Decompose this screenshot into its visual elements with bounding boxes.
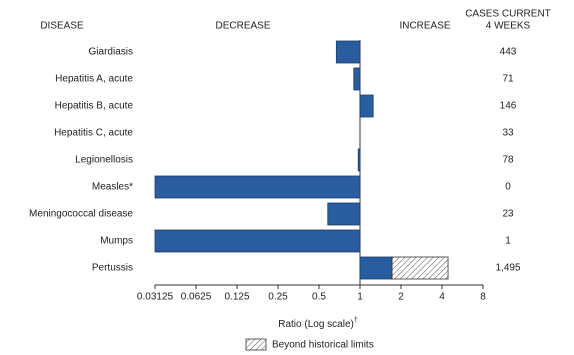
cases-value: 1,495 [495,263,520,274]
bar [359,256,393,280]
bar [353,67,361,91]
category-label: Meningococcal disease [29,209,133,220]
header-increase: INCREASE [399,21,450,32]
category-label: Measles* [92,182,133,193]
category-label: Hepatitis C, acute [54,128,133,139]
category-label: Hepatitis A, acute [55,74,133,85]
cases-value: 146 [500,101,517,112]
x-tick-label: 0.03125 [137,292,174,303]
bar [154,229,361,253]
header-cases: CASES CURRENT [465,9,551,20]
cases-value: 71 [502,74,514,85]
x-tick-label: 8 [480,292,486,303]
category-label: Mumps [100,236,133,247]
bar [335,40,361,64]
x-tick-label: 1 [357,292,363,303]
cases-value: 23 [502,209,514,220]
header-decrease: DECREASE [215,21,270,32]
cases-value: 33 [502,128,514,139]
cases-value: 1 [505,236,511,247]
bar-beyond-limits [391,256,449,280]
bar [357,148,361,172]
x-tick-label: 0.125 [224,292,249,303]
x-tick-label: 0.25 [268,292,288,303]
x-axis-label: Ratio (Log scale)† [278,317,358,330]
x-tick-label: 0.5 [312,292,326,303]
x-axis-label-text: Ratio (Log scale) [278,319,354,330]
category-label: Giardiasis [89,47,133,58]
header-cases: 4 WEEKS [486,21,531,32]
bar [154,175,361,199]
legend-swatch [245,338,267,351]
cases-value: 78 [502,155,514,166]
category-label: Hepatitis B, acute [55,101,134,112]
cases-value: 443 [500,47,517,58]
cases-value: 0 [505,182,511,193]
x-tick-label: 4 [439,292,445,303]
x-axis-label-note: † [354,317,358,324]
legend-label: Beyond historical limits [272,340,374,351]
category-label: Pertussis [92,263,133,274]
bar [327,202,361,226]
header-disease: DISEASE [40,21,84,32]
x-tick-label: 2 [398,292,404,303]
bar [359,94,374,118]
category-label: Legionellosis [75,155,133,166]
x-tick-label: 0.0625 [181,292,212,303]
